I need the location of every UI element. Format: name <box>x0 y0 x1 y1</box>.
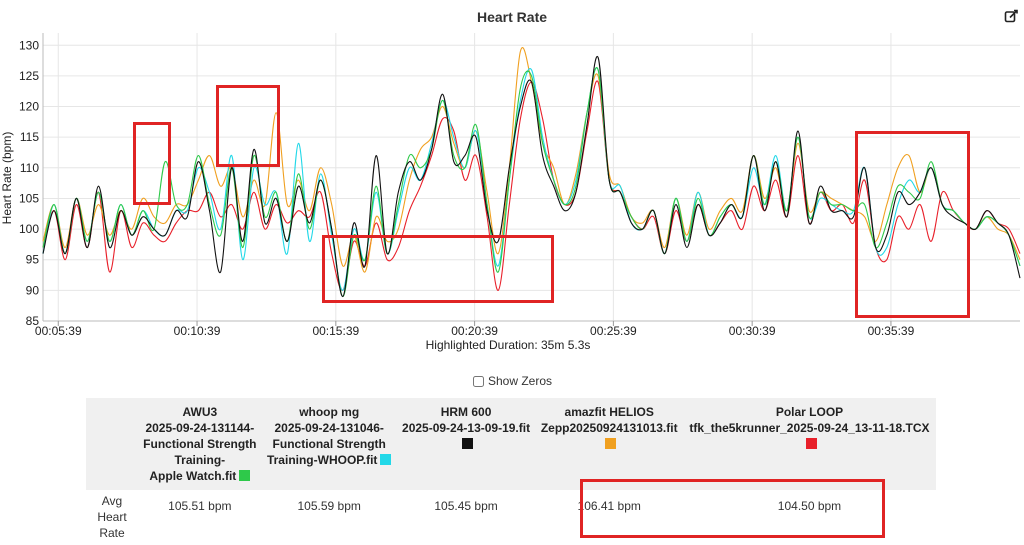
avg-value: 104.50 bpm <box>777 499 842 513</box>
avg-value: 105.59 bpm <box>297 499 361 513</box>
x-tick-label: 00:10:39 <box>174 324 221 338</box>
column-header: whoop mg 2025-09-24-131046- Functional Str… <box>261 398 397 490</box>
column-header-line: Zepp20250924131013.fit <box>540 421 678 435</box>
x-axis-label: Highlighted Duration: 35m 5.3s <box>426 338 591 352</box>
column-header: HRM 600 2025-09-24-13-09-19.fit <box>396 398 536 490</box>
y-tick-label: 120 <box>19 100 39 114</box>
column-header-line: amazfit HELIOS <box>564 405 654 419</box>
heart-rate-chart: 85 90 95 100 105 110 115 120 125 130 00:05:39 00:1… <box>0 33 1021 352</box>
x-tick-label: 00:25:39 <box>590 324 637 338</box>
series-line-polar-loop <box>42 80 1021 291</box>
column-header-line: 2025-09-24-13-09-19.fit <box>402 421 531 435</box>
x-tick-label: 00:30:39 <box>729 324 776 338</box>
show-zeros-checkbox[interactable] <box>473 375 484 387</box>
avg-value: 106.41 bpm <box>577 499 641 513</box>
column-header-line: Apple Watch.fit <box>149 469 237 483</box>
y-tick-label: 110 <box>20 161 39 175</box>
column-header-line: AWU3 <box>182 405 218 419</box>
series-color-swatch <box>239 470 251 481</box>
column-header-line: tfk_the5krunner_2025-09-24_13-11-18.TCX <box>689 421 930 435</box>
y-axis-label: Heart Rate (bpm) <box>0 132 14 225</box>
y-tick-label: 125 <box>19 69 39 83</box>
highlight-box <box>855 131 970 318</box>
avg-heart-rate-label: Avg Heart Rate <box>97 494 127 540</box>
highlight-box <box>216 85 280 167</box>
column-header-line: Training- <box>174 453 226 467</box>
x-tick-label: 00:35:39 <box>868 324 915 338</box>
column-header-line: Functional Strength <box>143 437 257 451</box>
y-tick-label: 90 <box>26 283 40 297</box>
y-tick-label: 115 <box>20 130 39 144</box>
column-header: AWU3 2025-09-24-131144- Functional Strengt… <box>138 398 262 490</box>
table-row: Avg Heart Rate 105.51 bpm 105.59 bpm 105… <box>86 490 936 545</box>
column-header-line: 2025-09-24-131144- <box>145 421 255 435</box>
avg-value: 105.51 bpm <box>168 499 232 513</box>
highlight-box <box>580 479 885 538</box>
y-tick-label: 130 <box>19 38 39 52</box>
avg-value: 105.45 bpm <box>434 499 498 513</box>
y-tick-label: 95 <box>26 253 40 267</box>
column-header: Polar LOOP tfk_the5krunner_2025-09-24_13-… <box>683 398 936 490</box>
column-header-line: Polar LOOP <box>775 405 844 419</box>
series-color-swatch <box>462 438 474 449</box>
y-tick-label: 105 <box>19 191 39 205</box>
column-header-line: 2025-09-24-131046- <box>274 421 384 435</box>
chart-title: Heart Rate <box>476 9 548 25</box>
edit-icon[interactable] <box>1004 9 1018 23</box>
series-color-swatch <box>805 438 817 449</box>
series-line-awu3 <box>42 67 1021 298</box>
table-header-row: AWU3 2025-09-24-131144- Functional Strengt… <box>86 398 936 490</box>
highlight-box <box>133 122 171 205</box>
show-zeros-toggle[interactable]: Show Zeros <box>473 374 552 388</box>
column-header: amazfit HELIOS Zepp20250924131013.fit <box>535 398 683 490</box>
column-header-line: HRM 600 <box>440 405 492 419</box>
series-line-hrm-600 <box>42 55 1021 298</box>
highlight-box <box>322 235 554 303</box>
average-table: AWU3 2025-09-24-131144- Functional Strengt… <box>86 398 936 545</box>
show-zeros-label: Show Zeros <box>488 374 553 388</box>
column-header-line: whoop mg <box>299 405 360 419</box>
column-header-line: Functional Strength <box>272 437 386 451</box>
x-tick-label: 00:20:39 <box>451 324 498 338</box>
column-header-line: Training-WHOOP.fit <box>266 453 378 467</box>
y-tick-label: 85 <box>26 314 40 328</box>
series-color-swatch <box>605 438 617 449</box>
x-tick-label: 00:05:39 <box>35 324 82 338</box>
series-color-swatch <box>380 454 392 465</box>
row-label-header <box>86 398 138 490</box>
x-tick-label: 00:15:39 <box>312 324 359 338</box>
y-tick-label: 100 <box>19 222 39 236</box>
